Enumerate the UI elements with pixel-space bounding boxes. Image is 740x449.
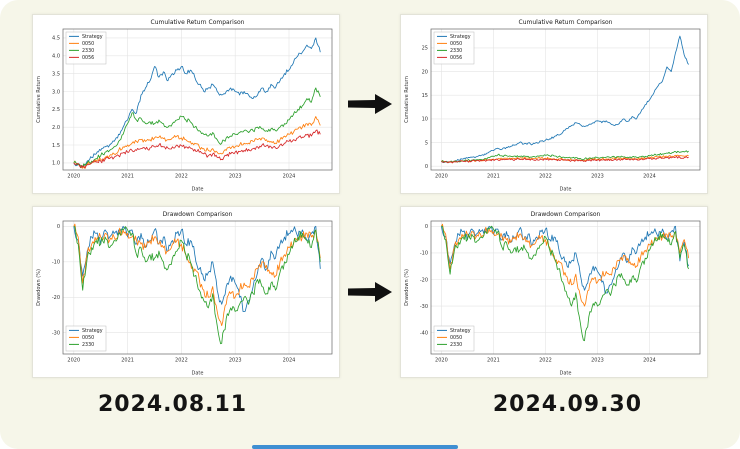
svg-text:4.5: 4.5 (52, 36, 60, 42)
svg-text:2022: 2022 (539, 174, 552, 180)
svg-text:-20: -20 (52, 295, 60, 301)
svg-text:Cumulative Return Comparison: Cumulative Return Comparison (151, 19, 245, 26)
svg-text:-30: -30 (52, 331, 60, 337)
svg-text:2022: 2022 (539, 358, 552, 364)
svg-text:2023: 2023 (591, 358, 604, 364)
svg-text:-40: -40 (420, 331, 428, 337)
svg-text:1.0: 1.0 (52, 161, 60, 167)
chart-panel-cumulative-after: 0 5 10 15 20 25 2020 2021 2022 2023 2024 Cumulative… (400, 14, 708, 194)
date-label-after: 2024.09.30 (492, 392, 643, 417)
svg-text:Drawdown (%): Drawdown (%) (36, 269, 42, 306)
svg-text:0050: 0050 (450, 41, 462, 47)
svg-text:0050: 0050 (82, 41, 94, 47)
drawdown-row: 0 -10 -20 -30 2020 2021 2022 2023 2024 Drawdown C… (0, 206, 740, 378)
svg-text:2023: 2023 (229, 174, 242, 180)
chart-panel-cumulative-before: 1.0 1.5 2.0 2.5 3.0 3.5 4.0 4.5 2020 2021 2022 2023… (32, 14, 340, 194)
svg-text:2024: 2024 (283, 174, 296, 180)
arrow-right-icon (348, 94, 392, 114)
svg-text:4.0: 4.0 (52, 54, 60, 60)
svg-text:3.5: 3.5 (52, 71, 60, 77)
svg-text:Strategy: Strategy (450, 328, 471, 334)
svg-text:2024: 2024 (283, 358, 296, 364)
svg-text:15: 15 (422, 93, 428, 99)
svg-text:Date: Date (560, 371, 572, 377)
svg-text:2330: 2330 (82, 48, 94, 54)
svg-text:2020: 2020 (435, 174, 448, 180)
date-label-before: 2024.08.11 (97, 392, 248, 417)
svg-text:20: 20 (422, 69, 428, 75)
svg-text:2021: 2021 (121, 358, 134, 364)
svg-text:2020: 2020 (435, 358, 448, 364)
svg-text:Strategy: Strategy (82, 34, 103, 40)
arrow-cell-top (344, 91, 396, 117)
drawdown-chart-after: 0 -10 -20 -30 -40 2020 2021 2022 2023 2024 Drawdow… (401, 207, 707, 377)
svg-text:5: 5 (425, 140, 428, 146)
dates-spacer (345, 390, 395, 421)
svg-text:Strategy: Strategy (82, 328, 103, 334)
svg-text:2021: 2021 (487, 174, 500, 180)
svg-text:Drawdown Comparison: Drawdown Comparison (531, 211, 601, 218)
svg-text:2.5: 2.5 (52, 107, 60, 113)
cumulative-return-chart-after: 0 5 10 15 20 25 2020 2021 2022 2023 2024 Cumulative… (401, 15, 707, 193)
svg-text:0056: 0056 (450, 55, 462, 61)
svg-text:Date: Date (560, 187, 572, 193)
svg-text:2022: 2022 (175, 358, 188, 364)
svg-text:Cumulative Return Comparison: Cumulative Return Comparison (519, 19, 613, 26)
svg-text:Drawdown (%): Drawdown (%) (404, 269, 410, 306)
cumulative-return-chart-before: 1.0 1.5 2.0 2.5 3.0 3.5 4.0 4.5 2020 2021 2022 2023… (33, 15, 339, 193)
svg-text:Cumulative Return: Cumulative Return (404, 76, 410, 123)
arrow-right-icon (348, 282, 392, 302)
svg-text:2020: 2020 (67, 174, 80, 180)
svg-text:0: 0 (57, 224, 60, 230)
svg-text:3.0: 3.0 (52, 89, 60, 95)
svg-text:0: 0 (425, 164, 428, 170)
svg-text:Strategy: Strategy (450, 34, 471, 40)
svg-text:2023: 2023 (591, 174, 604, 180)
svg-text:-20: -20 (420, 277, 428, 283)
svg-text:2.0: 2.0 (52, 125, 60, 131)
svg-text:2024: 2024 (643, 358, 656, 364)
svg-text:2330: 2330 (82, 342, 94, 348)
svg-text:0050: 0050 (82, 335, 94, 341)
svg-text:Date: Date (192, 187, 204, 193)
svg-text:2023: 2023 (229, 358, 242, 364)
svg-text:2022: 2022 (175, 174, 188, 180)
svg-text:Drawdown Comparison: Drawdown Comparison (163, 211, 233, 218)
svg-text:Date: Date (192, 371, 204, 377)
chart-panel-drawdown-before: 0 -10 -20 -30 2020 2021 2022 2023 2024 Drawdown C… (32, 206, 340, 378)
svg-text:2330: 2330 (450, 48, 462, 54)
video-progress-bar[interactable] (252, 445, 458, 449)
svg-text:-10: -10 (420, 251, 428, 257)
dates-row: 2024.08.11 2024.09.30 (0, 390, 740, 421)
arrow-cell-bottom (344, 279, 396, 305)
cumulative-return-row: 1.0 1.5 2.0 2.5 3.0 3.5 4.0 4.5 2020 2021 2022 2023… (0, 0, 740, 194)
svg-text:Cumulative Return: Cumulative Return (36, 76, 42, 123)
chart-panel-drawdown-after: 0 -10 -20 -30 -40 2020 2021 2022 2023 2024 Drawdow… (400, 206, 708, 378)
svg-text:25: 25 (422, 46, 428, 52)
svg-text:-30: -30 (420, 304, 428, 310)
svg-text:0: 0 (425, 224, 428, 230)
drawdown-chart-before: 0 -10 -20 -30 2020 2021 2022 2023 2024 Drawdown C… (33, 207, 339, 377)
svg-text:2021: 2021 (487, 358, 500, 364)
svg-text:2020: 2020 (67, 358, 80, 364)
svg-text:2024: 2024 (643, 174, 656, 180)
svg-text:2330: 2330 (450, 342, 462, 348)
svg-text:10: 10 (422, 117, 428, 123)
svg-text:0050: 0050 (450, 335, 462, 341)
svg-text:1.5: 1.5 (52, 143, 60, 149)
svg-text:2021: 2021 (121, 174, 134, 180)
svg-text:0056: 0056 (82, 55, 94, 61)
svg-text:-10: -10 (52, 260, 60, 266)
